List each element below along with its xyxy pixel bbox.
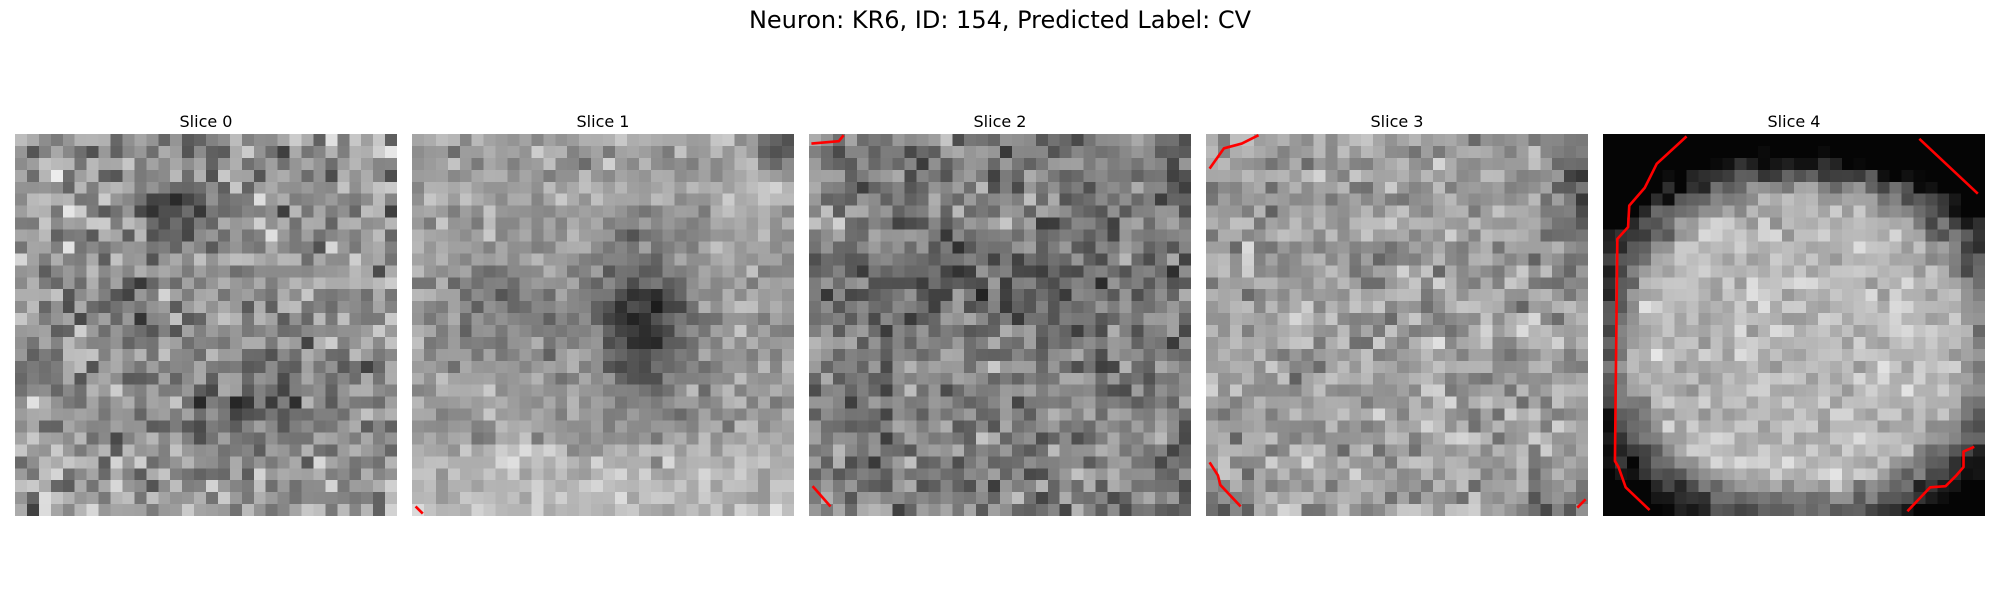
slice-panel-3: Slice 3 — [1206, 110, 1588, 516]
slice-panel-1: Slice 1 — [412, 110, 794, 516]
slice-image-0 — [15, 134, 397, 516]
contour-line — [1576, 498, 1587, 509]
contour-line — [1906, 445, 1975, 513]
slice-image-2 — [809, 134, 1191, 516]
contour-line — [414, 505, 424, 515]
slice-image-1 — [412, 134, 794, 516]
contour-line — [811, 134, 845, 145]
slice-image-4 — [1603, 134, 1985, 516]
slice-title-4: Slice 4 — [1767, 112, 1821, 131]
figure-title: Neuron: KR6, ID: 154, Predicted Label: C… — [748, 6, 1252, 34]
slice-title-2: Slice 2 — [973, 112, 1027, 131]
slice-panel-2: Slice 2 — [809, 110, 1191, 516]
contour-line — [1613, 135, 1688, 511]
contour-line — [1208, 134, 1260, 170]
contour-line — [1208, 461, 1242, 508]
slice-panel-4: Slice 4 — [1603, 110, 1985, 516]
slice-panel-0: Slice 0 — [15, 110, 397, 516]
slice-title-0: Slice 0 — [179, 112, 233, 131]
contour-line — [811, 485, 832, 508]
slice-title-3: Slice 3 — [1370, 112, 1424, 131]
slice-title-1: Slice 1 — [576, 112, 630, 131]
contour-line — [1918, 137, 1979, 195]
slice-image-3 — [1206, 134, 1588, 516]
